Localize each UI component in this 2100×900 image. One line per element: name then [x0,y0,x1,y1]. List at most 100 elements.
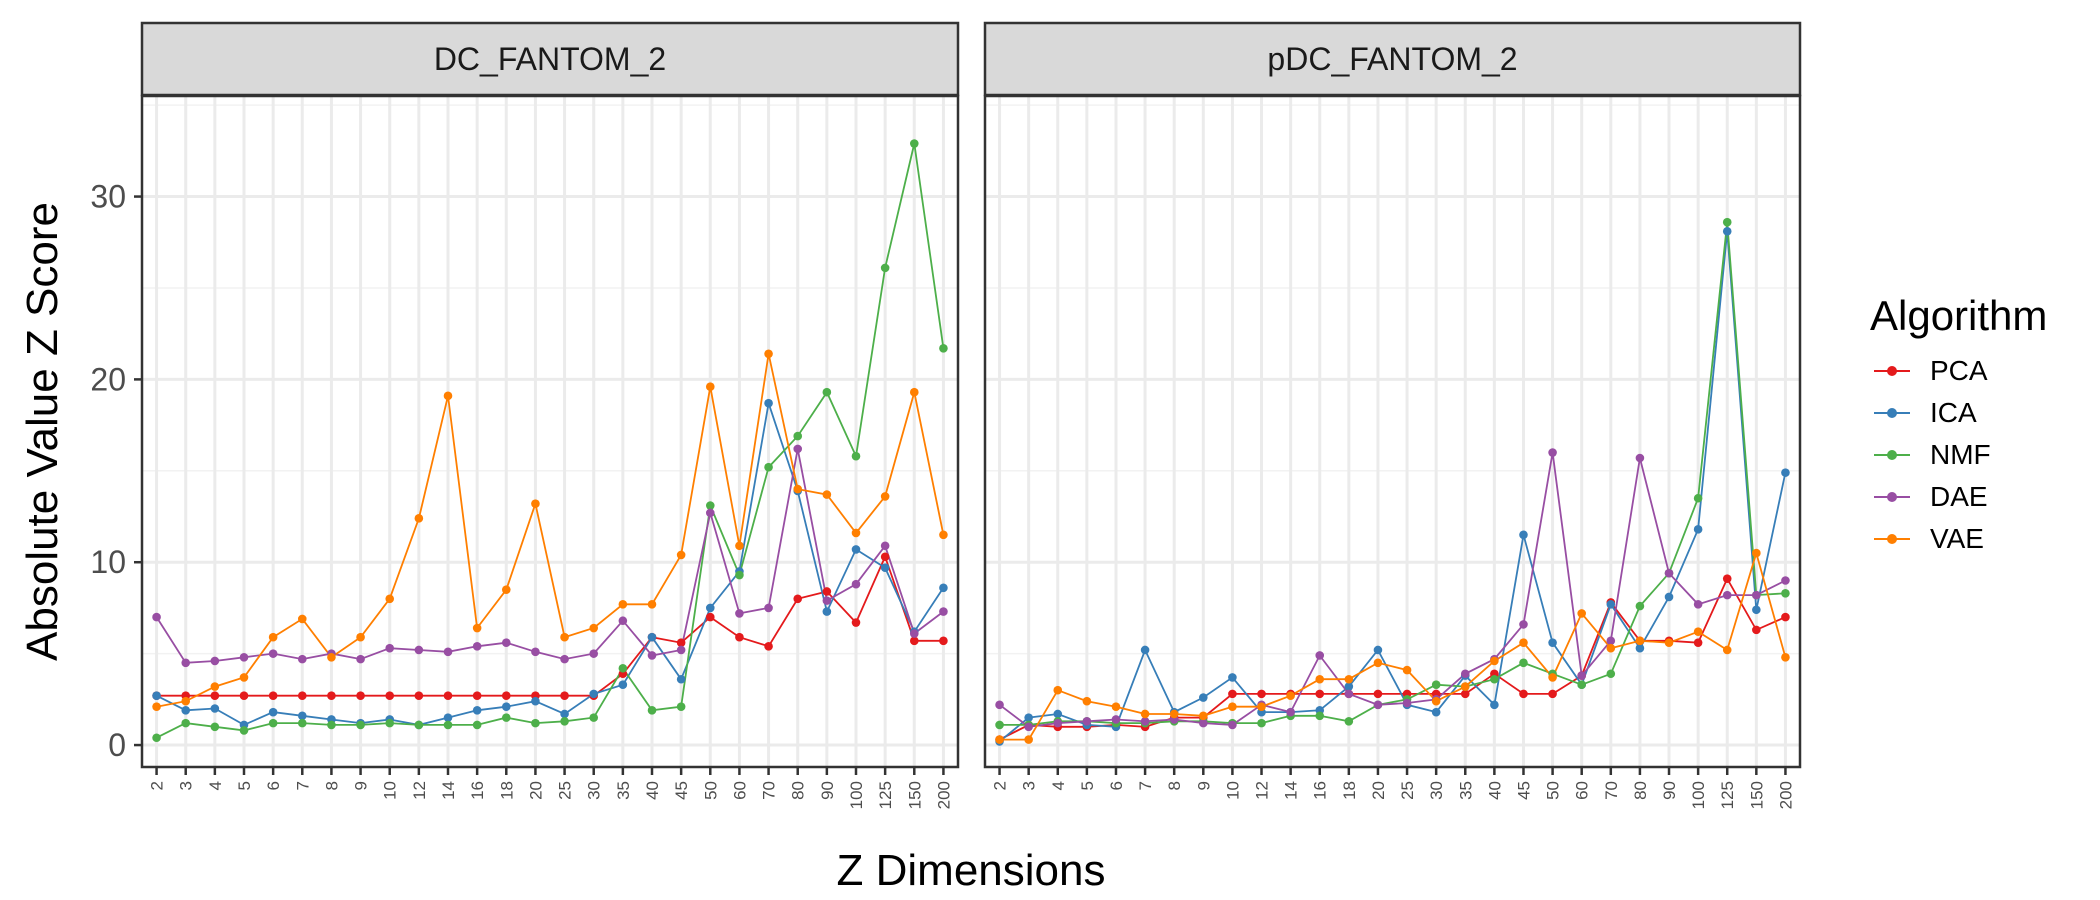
x-tick-label: 16 [468,781,487,800]
legend-item-dae: DAE [1870,476,2047,518]
data-point-pca [1315,689,1325,699]
data-point-dae [1286,707,1295,717]
data-point-pca [880,552,890,562]
series-line-pca [999,576,1786,741]
data-point-vae [1111,702,1121,711]
data-point-nmf [995,720,1004,730]
data-point-nmf [181,718,191,728]
data-point-vae [560,632,569,642]
data-point-nmf [735,570,744,580]
series-line-pca [156,554,944,697]
panel-2: pDC_FANTOM_22 3 4 5 6 7 8 9 10 12 14 16 18 20 25 30 35 40… [983,21,1802,809]
data-point-pca [472,691,482,700]
data-point-nmf [297,718,307,728]
data-point-vae [851,528,861,538]
data-point-pca [1693,638,1703,647]
data-point-dae [1577,671,1586,680]
data-point-vae [1519,638,1528,647]
data-point-ica [880,563,890,573]
legend-label: PCA [1930,355,1988,386]
legend-item-vae: VAE [1870,518,2047,560]
data-point-pca [1228,689,1237,699]
data-point-dae [735,609,744,618]
data-point-vae [1053,685,1063,695]
data-point-dae [939,607,948,616]
data-point-pca [210,691,220,700]
data-point-nmf [618,663,628,673]
data-point-dae [1635,453,1645,463]
data-point-dae [822,596,832,605]
data-point-ica [1519,530,1528,540]
data-point-vae [152,702,161,711]
data-point-pca [851,618,861,627]
data-point-pca [327,691,336,700]
data-point-vae [385,594,395,604]
data-point-nmf [880,263,890,273]
y-tick-label: 10 [90,544,126,580]
legend-title: Algorithm [1870,292,2048,339]
data-point-vae [1373,658,1383,668]
legend-item-ica: ICA [1870,392,2047,434]
data-point-vae [268,632,278,642]
data-point-ica [268,707,278,717]
data-point-ica [1664,592,1674,602]
data-point-nmf [1606,669,1616,679]
data-point-vae [1490,656,1499,666]
data-point-dae [239,652,249,662]
data-point-nmf [764,462,773,472]
legend-key-dot [1887,366,1897,376]
data-point-vae [676,550,686,560]
data-point-vae [589,623,599,633]
data-point-vae [1140,709,1150,719]
data-point-dae [531,647,540,657]
legend: Algorithm PCA ICA NMF DAE VAE [1870,292,2047,560]
data-point-dae [880,541,890,551]
data-point-vae [297,614,307,624]
data-point-vae [1169,709,1179,719]
legend-key [1870,350,1914,392]
data-point-dae [676,645,686,655]
data-point-vae [501,585,511,594]
legend-item-pca: PCA [1870,350,2047,392]
data-point-dae [705,508,715,518]
x-tick-label: 20 [1369,781,1388,800]
data-point-ica [705,603,715,613]
data-point-vae [1199,711,1208,721]
x-tick-label: 50 [1544,781,1563,800]
data-point-nmf [560,716,569,726]
data-point-pca [239,691,249,700]
x-tick-label: 90 [1660,781,1679,800]
data-point-pca [909,636,919,646]
data-point-ica [1693,525,1703,534]
data-point-dae [909,629,919,638]
data-point-ica [1752,605,1761,615]
data-point-nmf [239,726,249,735]
data-point-vae [1431,696,1441,706]
data-point-vae [1460,682,1470,691]
x-tick-label: 30 [585,781,604,800]
data-point-vae [239,673,249,682]
data-point-dae [1402,698,1412,708]
x-tick-label: 9 [352,781,371,790]
data-point-vae [1722,645,1732,655]
data-point-nmf [939,344,948,353]
legend-key-dot [1887,450,1897,460]
data-point-vae [1257,702,1266,711]
y-tick-label: 20 [90,361,126,397]
x-tick-label: 80 [789,781,808,800]
data-point-dae [1053,718,1063,728]
panel-border [983,94,1802,769]
x-tick-label: 200 [934,781,953,809]
data-point-ica [1053,709,1063,719]
x-tick-label: 70 [760,781,779,800]
data-point-nmf [1490,674,1499,684]
data-point-pca [1519,689,1528,699]
data-point-pca [356,691,365,700]
data-point-pca [939,636,948,646]
x-tick-label: 4 [1049,781,1068,790]
legend-label: ICA [1930,397,1977,428]
data-point-vae [1693,627,1703,637]
data-point-pca [764,642,773,651]
data-point-vae [1082,696,1092,706]
